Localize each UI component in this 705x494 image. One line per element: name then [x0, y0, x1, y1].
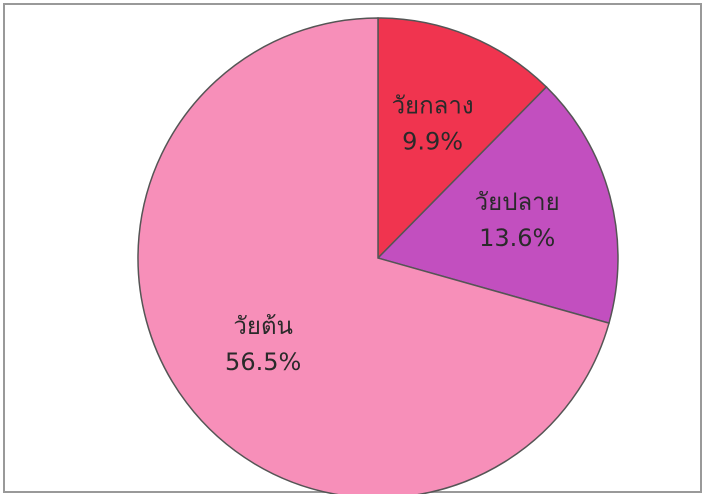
slice-value-label: 56.5%: [225, 348, 301, 376]
slice-label: วัยต้น: [233, 312, 293, 340]
slice-label: วัยปลาย: [475, 188, 560, 216]
pie-slice: [137, 17, 610, 494]
pie-slice: [376, 85, 619, 325]
pie-slice: [377, 17, 548, 260]
slice-value-label: 13.6%: [479, 224, 555, 252]
slice-label: วัยกลาง: [392, 92, 474, 120]
slice-value-label: 9.9%: [402, 128, 463, 156]
